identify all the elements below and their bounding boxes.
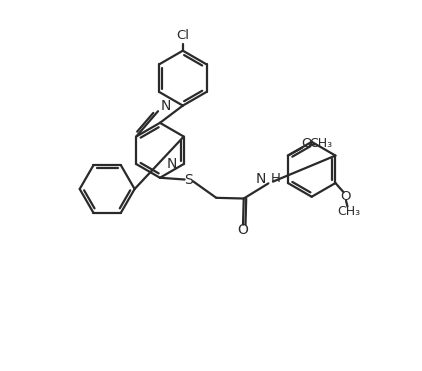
Text: O: O	[238, 223, 249, 237]
Text: Cl: Cl	[176, 29, 189, 42]
Text: H: H	[271, 172, 281, 185]
Text: O: O	[301, 137, 312, 150]
Text: N: N	[161, 99, 171, 113]
Text: CH₃: CH₃	[337, 205, 360, 218]
Text: N: N	[166, 157, 177, 171]
Text: O: O	[340, 190, 351, 203]
Text: S: S	[184, 173, 193, 187]
Text: CH₃: CH₃	[309, 137, 332, 150]
Text: N: N	[256, 172, 266, 186]
